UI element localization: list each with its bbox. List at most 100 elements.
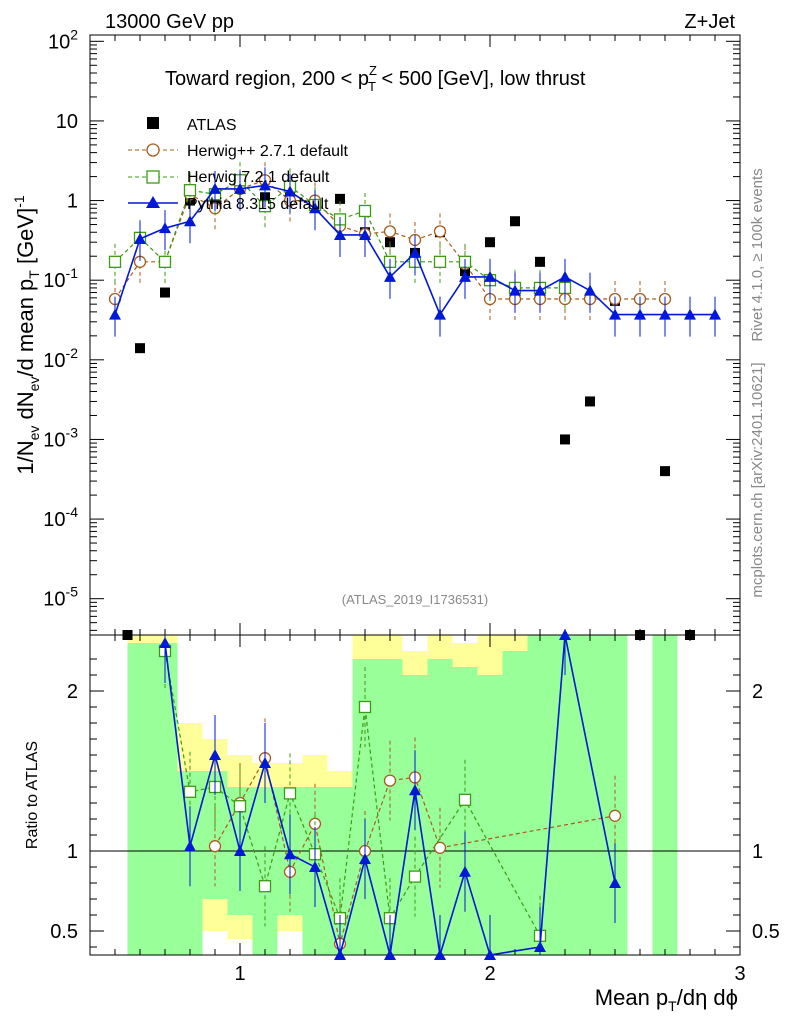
atlas-point: [510, 216, 520, 227]
ylabel-sub1: ev: [26, 426, 42, 441]
y-tick-label-ratio: 1: [67, 841, 78, 863]
green-band-13: [477, 675, 503, 955]
herwig7-point: [158, 255, 172, 268]
ratio-herwigpp-point: [608, 809, 622, 822]
legend-herwig7-marker: [146, 170, 160, 184]
y-tick-label-main: 10-1: [43, 265, 78, 292]
herwig7-point: [358, 204, 372, 218]
ratio-uncertainty-bands: [90, 635, 740, 955]
ylabel-mid: dN: [13, 391, 38, 425]
pythia-point: [709, 308, 721, 320]
ylabel-part: 1/N: [13, 440, 38, 474]
ratio-pythia-point: [409, 784, 421, 796]
ylabel-sub3: T: [26, 270, 42, 279]
ratio-pythia-point: [284, 848, 296, 860]
atlas-point: [635, 630, 645, 640]
green-band-19: [652, 635, 678, 955]
ratio-pythia-point: [309, 861, 321, 872]
ratio-herwigpp-point: [208, 840, 222, 853]
green-band-14: [502, 651, 528, 955]
pythia-point: [459, 270, 471, 282]
pythia-point: [134, 232, 146, 244]
ylabel-sub2: ev: [26, 377, 42, 392]
ratio-pythia-point: [484, 949, 496, 960]
y-tick-label-ratio-right: 1: [752, 841, 763, 863]
pythia-point: [484, 270, 496, 282]
legend-pythia: Pythia 8.315 default: [187, 196, 329, 213]
legend-herwigpp: Herwig++ 2.7.1 default: [187, 143, 349, 160]
plot-title: Toward region, 200 < pZ T < 500 [GeV], lo…: [165, 63, 586, 94]
ylabel-mid2: /d mean p: [13, 279, 38, 377]
y-tick-exp: -5: [66, 584, 79, 600]
energy-label: 13000 GeV pp: [105, 11, 234, 33]
legend: ATLAS Herwig++ 2.7.1 default Herwig 7.2.…: [128, 117, 349, 213]
x-tick-label: 1: [234, 963, 245, 985]
pythia-point: [659, 308, 671, 320]
ratio-pythia-point: [159, 637, 171, 648]
y-tick-label-main: 10-2: [43, 345, 78, 372]
y-tick-label-ratio: 0.5: [50, 921, 78, 943]
pythia-point: [509, 284, 521, 296]
atlas-point: [160, 287, 170, 298]
pythia-point: [209, 182, 221, 194]
pythia-point: [559, 270, 571, 282]
legend-atlas-marker: [147, 117, 159, 129]
title-tail: < 500 [GeV], low thrust: [376, 68, 586, 90]
y-tick-exp: -1: [66, 265, 79, 281]
pythia-point: [184, 215, 196, 227]
pythia-point: [359, 228, 371, 240]
legend-atlas: ATLAS: [187, 117, 237, 134]
ratio-herwigpp-point: [383, 774, 397, 787]
title-text: Toward region, 200 < p: [165, 68, 369, 90]
y-tick-exp: 2: [70, 26, 78, 42]
atlas-point: [660, 466, 670, 477]
x-tick-label: 2: [484, 963, 495, 985]
ratio-pythia-point: [434, 949, 446, 960]
site-label: mcplots.cern.ch [arXiv:2401.10621]: [749, 362, 766, 597]
title-sub: T: [368, 79, 376, 94]
ratio-series: [158, 629, 622, 960]
atlas-point: [685, 630, 695, 640]
y-axis-label-main: 1/Nev dNev/d mean pT [GeV]-1: [11, 195, 42, 475]
y-tick-label-ratio-right: 2: [752, 681, 763, 703]
rivet-label: Rivet 4.1.0, ≥ 100k events: [749, 168, 766, 341]
y-tick-label-main: 10: [56, 111, 78, 133]
ratio-pythia-point: [559, 629, 571, 640]
herwig7-point: [108, 255, 122, 268]
y-tick-label-main: 10-5: [43, 584, 78, 611]
y-tick-exp: -3: [66, 424, 79, 440]
green-band-11: [427, 659, 453, 955]
xlabel-tail: /dη dϕ: [677, 985, 738, 1010]
analysis-watermark: (ATLAS_2019_I1736531): [342, 592, 488, 607]
xlabel-part: Mean p: [595, 985, 668, 1010]
data-series: [108, 162, 721, 640]
ratio-herwig7-point: [258, 880, 272, 893]
atlas-point: [135, 343, 145, 354]
pythia-point: [234, 182, 246, 194]
herwigpp-point: [433, 225, 447, 238]
ratio-pythia-point: [384, 949, 396, 960]
pythia-point: [259, 179, 271, 191]
ratio-herwig7-point: [233, 800, 247, 813]
ratio-pythia-point: [209, 749, 221, 760]
green-band-17: [577, 635, 603, 955]
y-tick-label-ratio-right: 0.5: [752, 921, 780, 943]
green-band-0: [127, 643, 178, 955]
pythia-point: [609, 308, 621, 320]
y-tick-label-main: 10-4: [43, 504, 78, 531]
pythia-point: [309, 202, 321, 214]
herwigpp-point: [383, 225, 397, 238]
pythia-point: [434, 308, 446, 320]
ratio-pythia-point: [359, 853, 371, 864]
ratio-pythia-point: [609, 877, 621, 888]
pythia-point: [384, 270, 396, 282]
ratio-herwig7-point: [183, 785, 197, 798]
atlas-point: [585, 396, 595, 407]
legend-pythia-marker: [146, 196, 160, 208]
y-tick-label-main: 10-3: [43, 424, 78, 451]
pythia-point: [684, 308, 696, 320]
legend-herwigpp-marker: [146, 143, 160, 157]
x-axis-label: Mean pT/dη dϕ: [595, 985, 738, 1014]
ratio-pythia-point: [334, 949, 346, 960]
